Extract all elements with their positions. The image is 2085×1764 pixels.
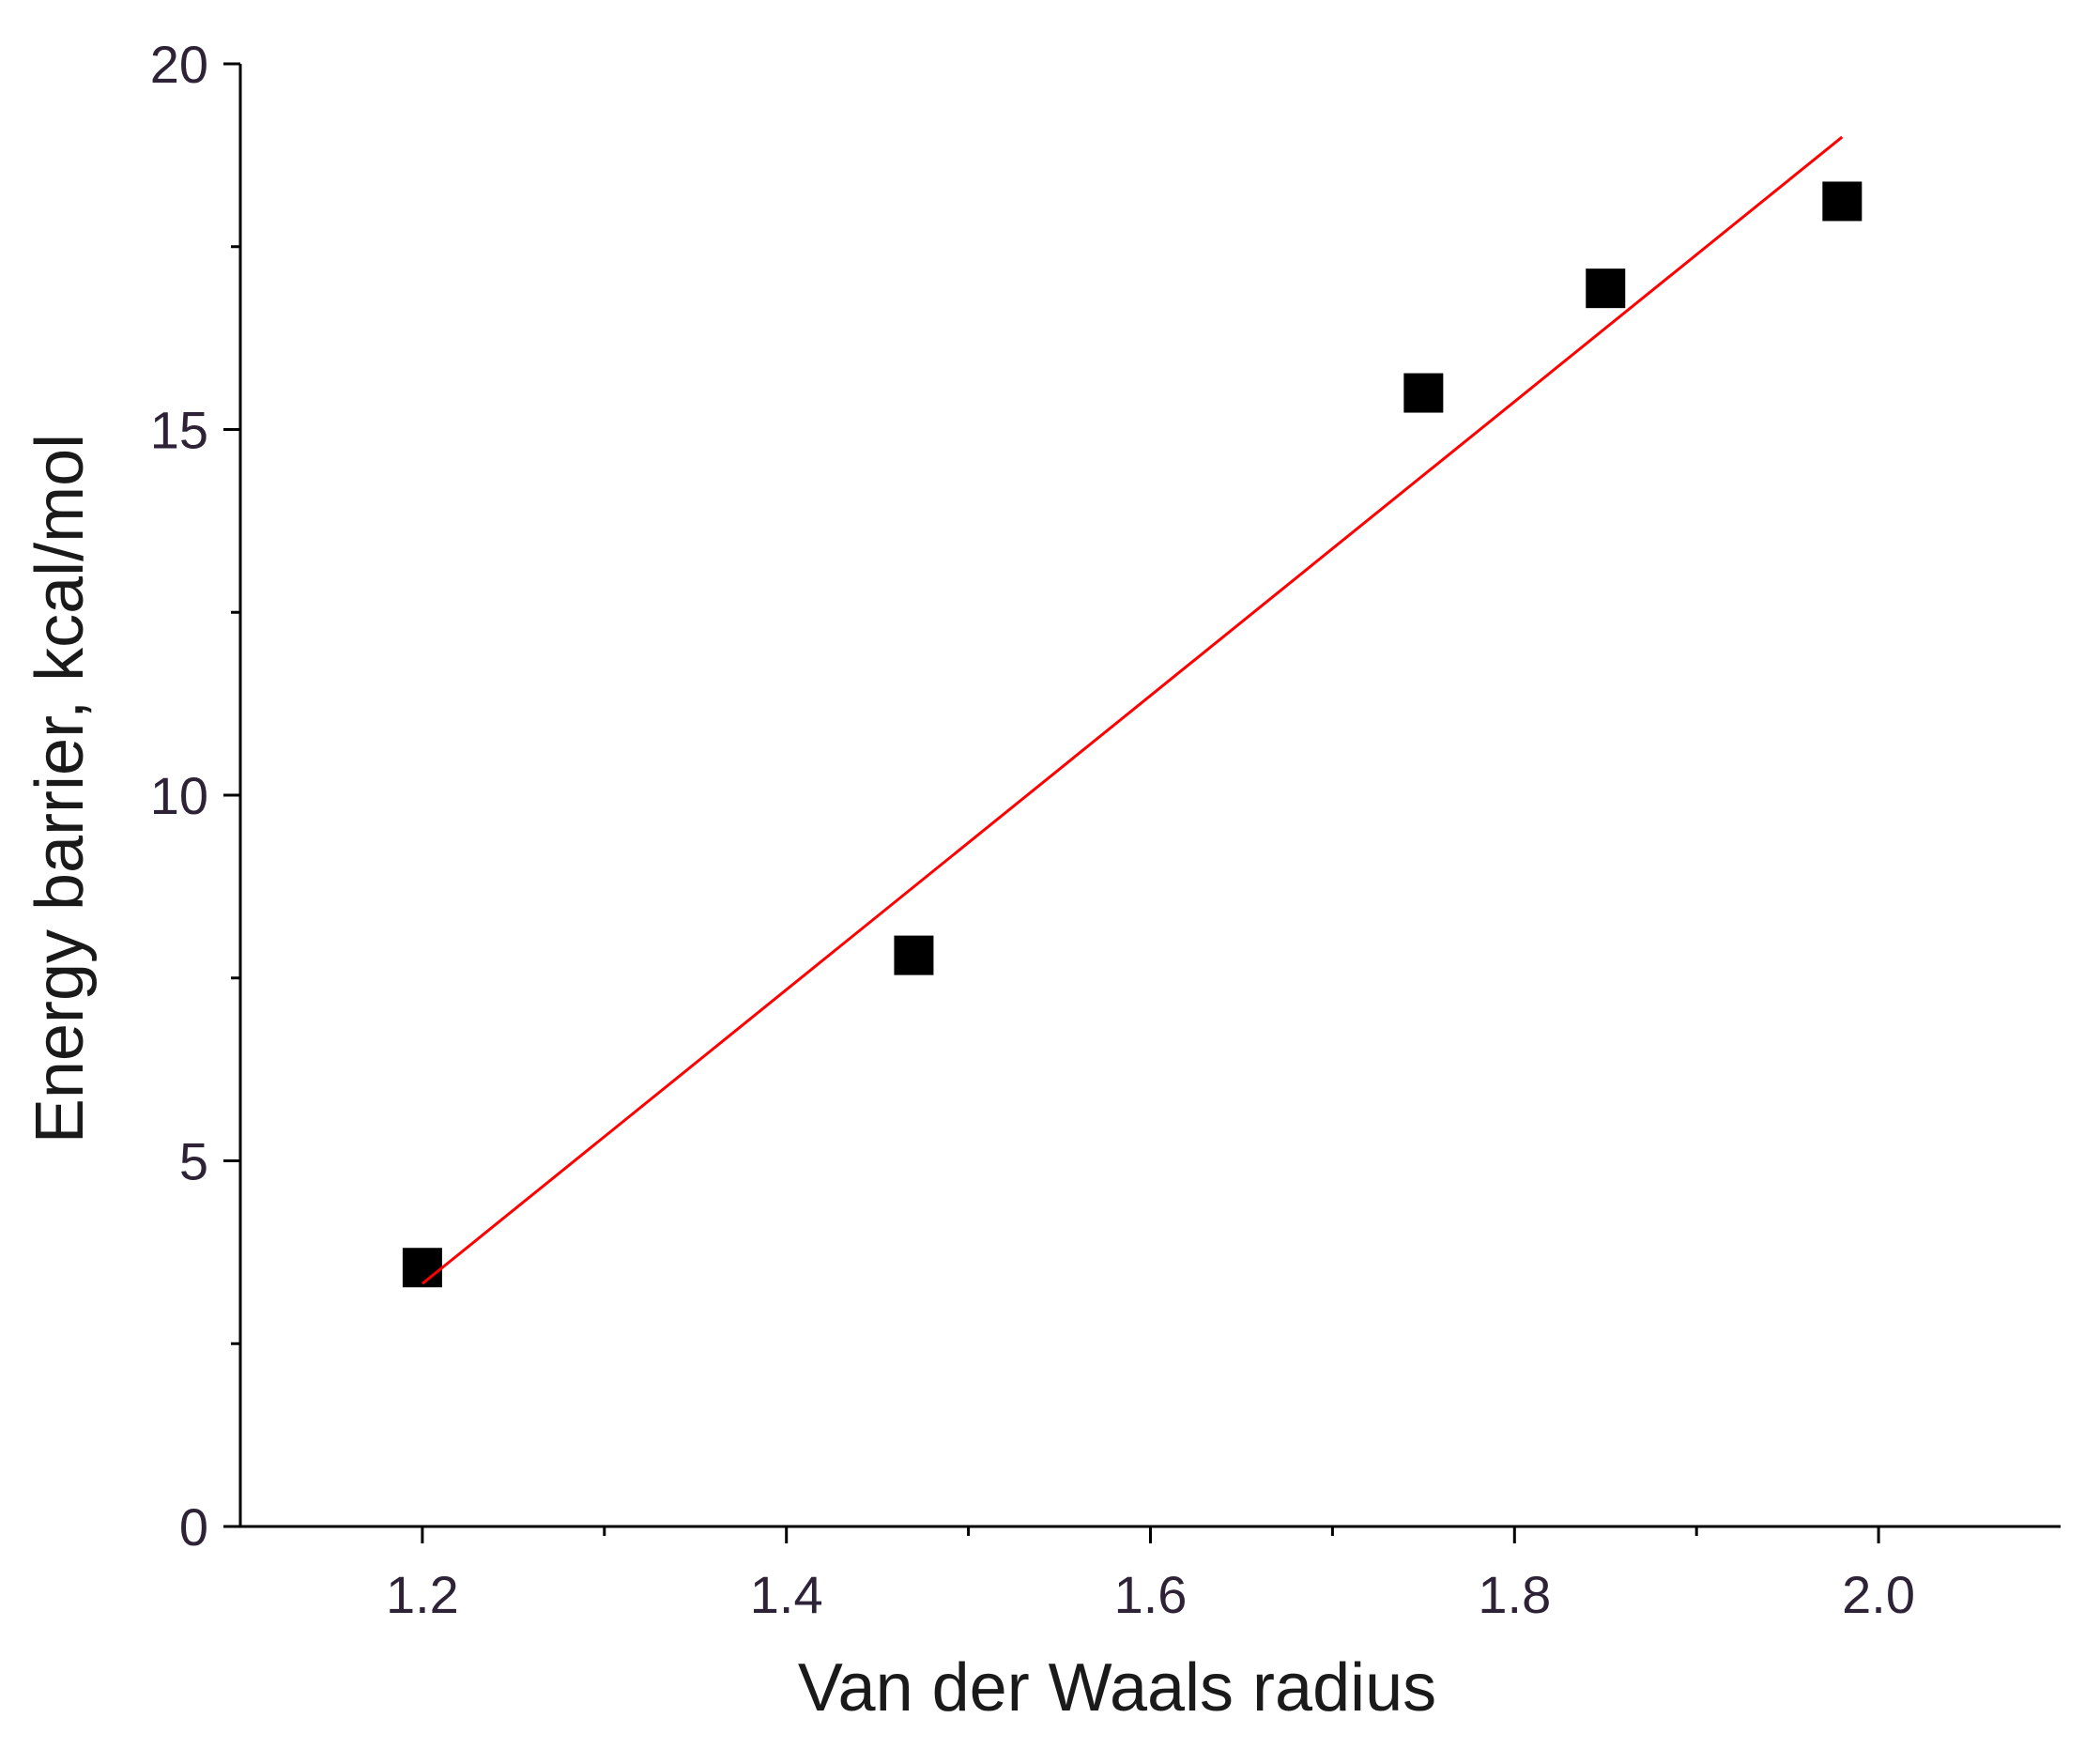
data-point: [894, 935, 934, 975]
data-point: [1586, 268, 1626, 309]
y-tick-label: 20: [150, 35, 208, 94]
data-point: [402, 1248, 442, 1288]
x-tick-label: 2.0: [1842, 1565, 1915, 1624]
data-point: [1403, 373, 1444, 413]
x-tick-label: 1.2: [386, 1565, 459, 1624]
fit-line: [421, 135, 1844, 1285]
y-tick-label: 10: [150, 766, 208, 825]
x-axis-title: Van der Waals radius: [798, 1650, 1436, 1726]
x-tick-label: 1.6: [1114, 1565, 1188, 1624]
y-tick-label: 0: [179, 1497, 208, 1557]
data-point: [1822, 181, 1863, 222]
x-tick-label: 1.8: [1478, 1565, 1551, 1624]
y-tick-label: 15: [150, 401, 208, 460]
x-tick-label: 1.4: [750, 1565, 823, 1624]
y-tick-label: 5: [179, 1132, 208, 1191]
y-axis-title: Energy barrier, kcal/mol: [23, 434, 98, 1143]
